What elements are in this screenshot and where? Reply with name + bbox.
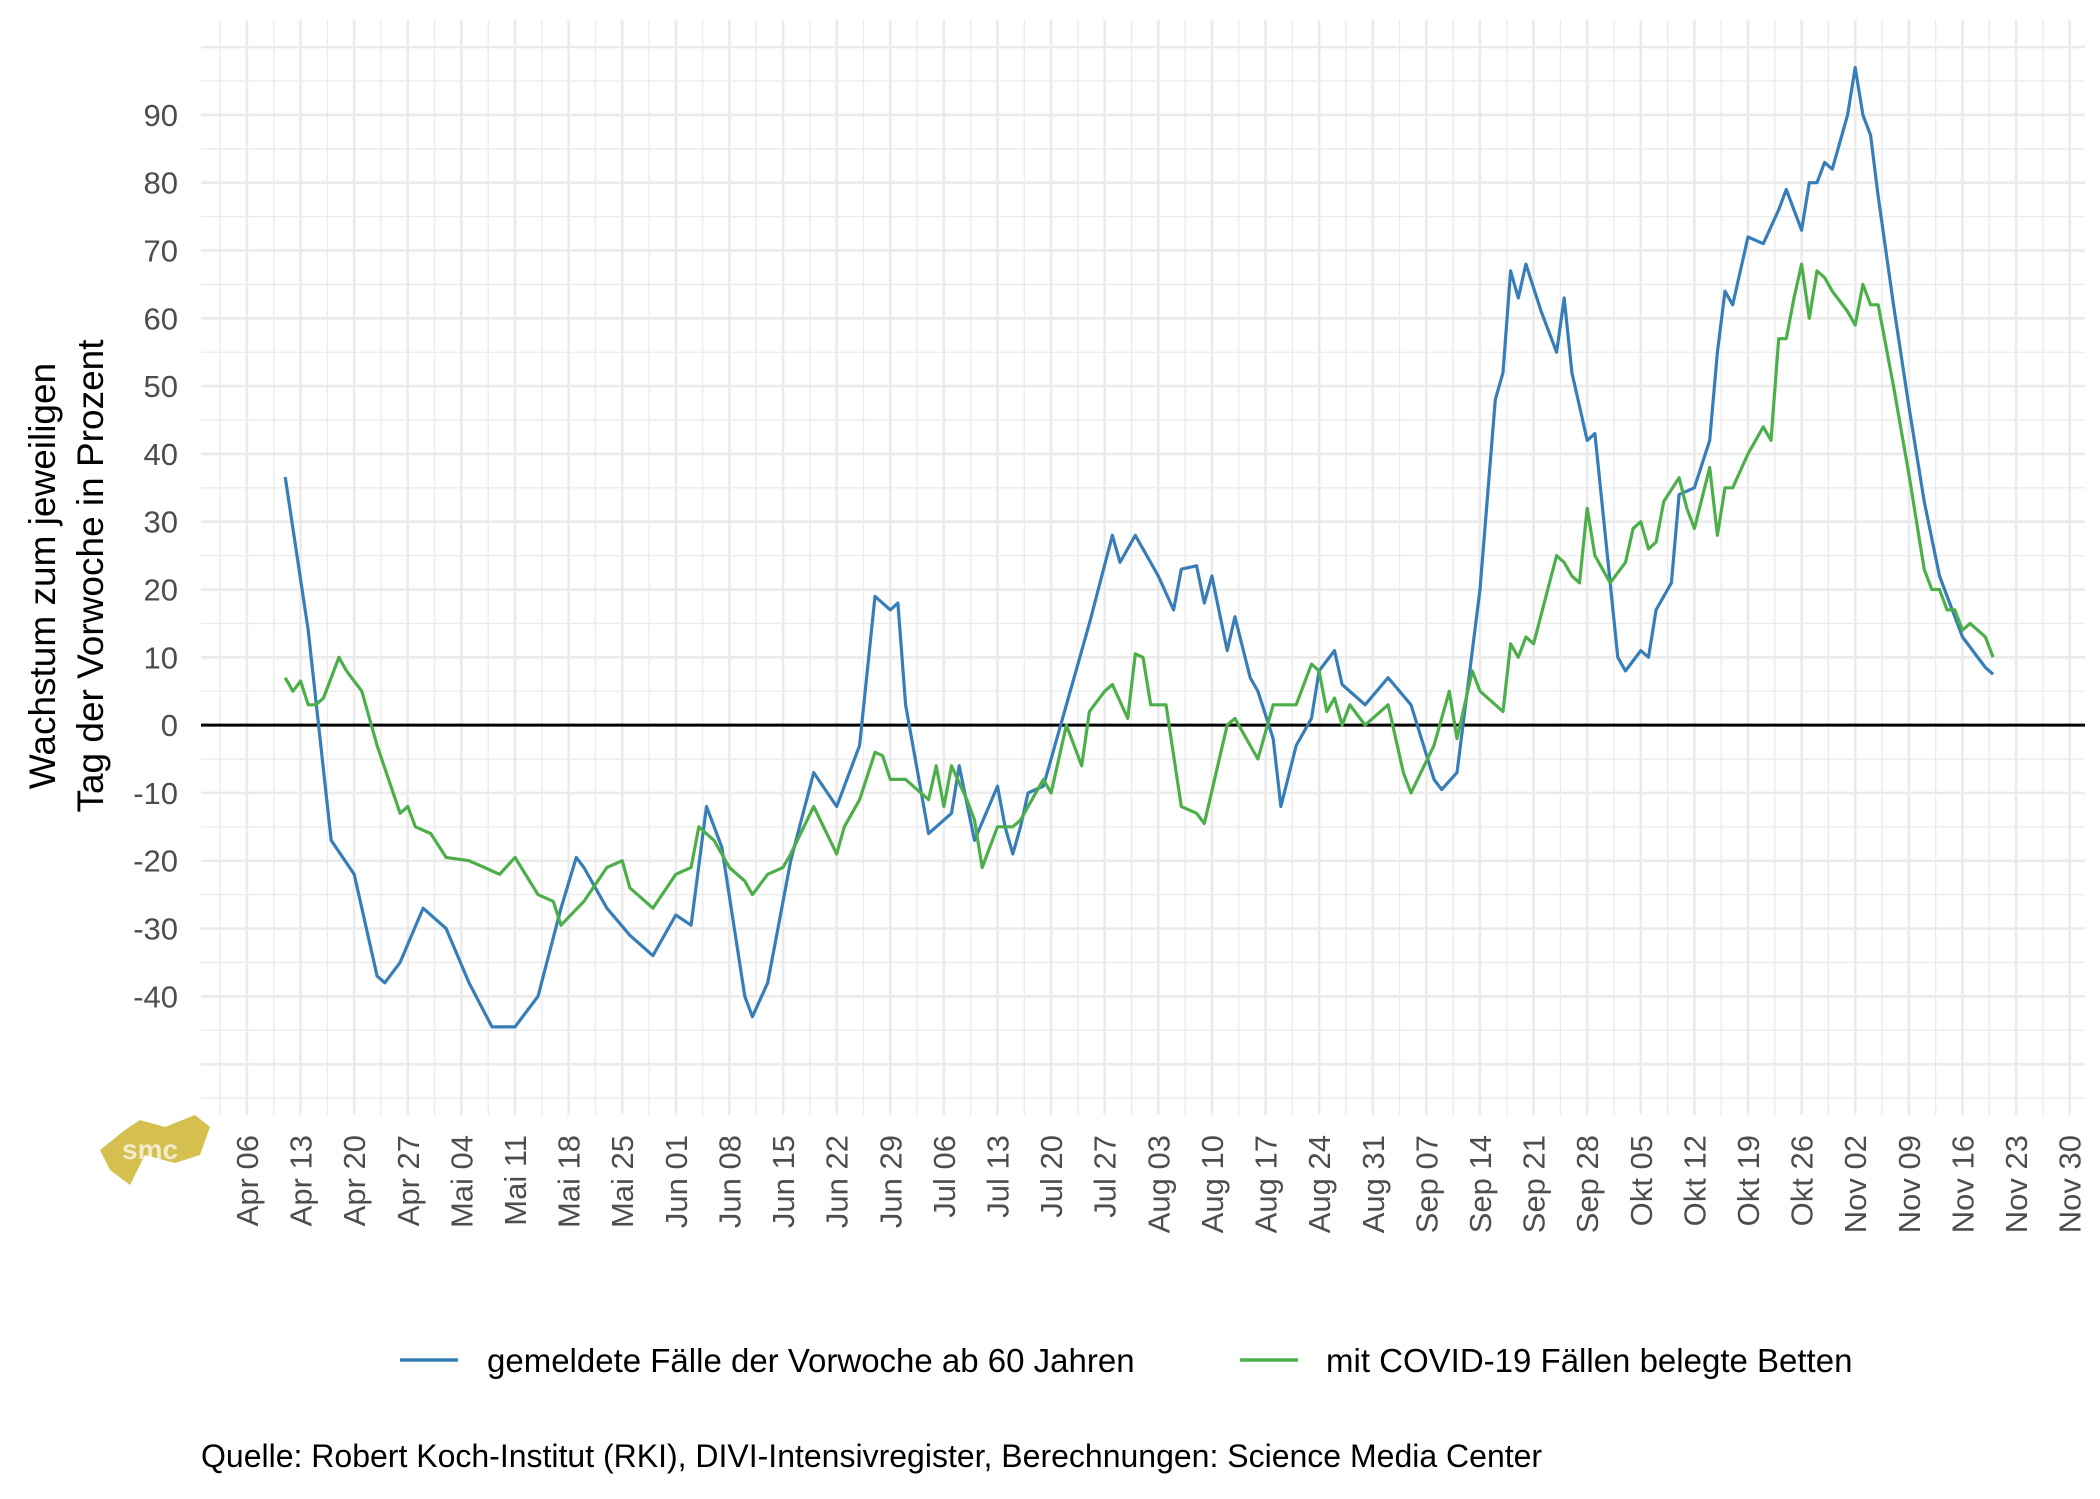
legend-label-cases: gemeldete Fälle der Vorwoche ab 60 Jahre… (487, 1342, 1135, 1379)
smc-logo: smc (100, 1115, 210, 1185)
x-tick-label: Aug 31 (1356, 1135, 1391, 1233)
x-tick-label: Apr 13 (284, 1135, 319, 1226)
x-tick-label: Okt 05 (1624, 1135, 1659, 1226)
x-tick-label: Apr 06 (230, 1135, 265, 1226)
x-tick-label: Jun 29 (873, 1135, 908, 1228)
y-axis-ticks: -40 -30 -20 -10 0 10 20 30 40 50 60 70 80 90 (133, 98, 178, 1014)
x-tick-label: Aug 17 (1249, 1135, 1284, 1233)
x-tick-label: Mai 04 (444, 1135, 479, 1228)
x-axis-ticks: Apr 06 Apr 13 Apr 20 Apr 27 Mai 04 Mai 11 Mai … (230, 1135, 2088, 1233)
y-axis-title-line-2: Tag der Vorwoche in Prozent (70, 339, 111, 813)
legend: gemeldete Fälle der Vorwoche ab 60 Jahre… (400, 1342, 1852, 1379)
x-tick-label: Apr 20 (337, 1135, 372, 1226)
x-tick-label: Okt 19 (1731, 1135, 1766, 1226)
x-tick-label: Jun 22 (820, 1135, 855, 1228)
x-tick-label: Sep 14 (1463, 1135, 1498, 1233)
x-tick-label: Aug 24 (1302, 1135, 1337, 1233)
y-axis-title-line-1: Wachstum zum jeweiligen (22, 363, 63, 789)
legend-label-beds: mit COVID-19 Fällen belegte Betten (1326, 1342, 1852, 1379)
y-tick-label: 80 (144, 166, 178, 201)
series-line-covid-beds (283, 262, 1995, 927)
x-tick-label: Sep 28 (1570, 1135, 1605, 1233)
x-tick-label: Jul 27 (1088, 1135, 1123, 1218)
y-tick-label: -40 (133, 979, 178, 1014)
x-tick-label: Jun 01 (659, 1135, 694, 1228)
x-tick-label: Sep 07 (1409, 1135, 1444, 1233)
x-tick-label: Jun 15 (766, 1135, 801, 1228)
x-tick-label: Okt 12 (1677, 1135, 1712, 1226)
y-tick-label: 90 (144, 98, 178, 133)
y-tick-label: -10 (133, 776, 178, 811)
x-tick-label: Jul 13 (981, 1135, 1016, 1218)
source-caption: Quelle: Robert Koch-Institut (RKI), DIVI… (201, 1438, 1542, 1474)
x-tick-label: Jul 20 (1034, 1135, 1069, 1218)
x-tick-label: Mai 11 (498, 1135, 533, 1226)
x-tick-label: Nov 09 (1892, 1135, 1927, 1233)
y-tick-label: 0 (161, 708, 178, 743)
svg-text:smc: smc (122, 1134, 178, 1165)
y-tick-label: 20 (144, 573, 178, 608)
y-tick-label: 40 (144, 437, 178, 472)
x-tick-label: Nov 30 (2053, 1135, 2088, 1233)
x-tick-label: Nov 02 (1838, 1135, 1873, 1233)
x-tick-label: Nov 16 (1946, 1135, 1981, 1233)
x-tick-label: Mai 25 (605, 1135, 640, 1228)
series-line-cases-60plus (283, 65, 1995, 1029)
y-tick-label: 10 (144, 640, 178, 675)
x-tick-label: Jul 06 (927, 1135, 962, 1218)
x-tick-label: Okt 26 (1785, 1135, 1820, 1226)
y-tick-label: 50 (144, 369, 178, 404)
y-tick-label: -30 (133, 912, 178, 947)
y-tick-label: 30 (144, 505, 178, 540)
y-axis-title: Wachstum zum jeweiligen Tag der Vorwoche… (22, 339, 111, 813)
x-tick-label: Aug 10 (1195, 1135, 1230, 1233)
x-tick-label: Mai 18 (552, 1135, 587, 1228)
y-tick-label: -20 (133, 844, 178, 879)
x-tick-label: Nov 23 (1999, 1135, 2034, 1233)
x-tick-label: Sep 21 (1517, 1135, 1552, 1233)
x-tick-label: Aug 03 (1141, 1135, 1176, 1233)
y-tick-label: 60 (144, 301, 178, 336)
grid (201, 20, 2085, 1115)
x-tick-label: Apr 27 (391, 1135, 426, 1226)
x-tick-label: Jun 08 (712, 1135, 747, 1228)
y-tick-label: 70 (144, 234, 178, 269)
series-lines (283, 65, 1995, 1029)
